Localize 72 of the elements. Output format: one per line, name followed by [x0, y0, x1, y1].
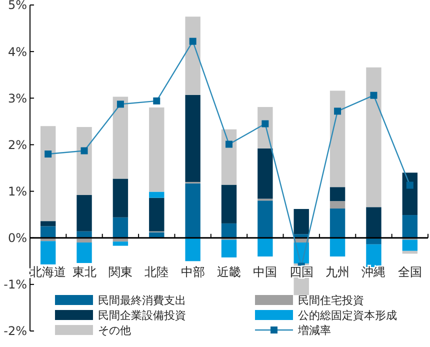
point: [189, 38, 196, 45]
bar: [40, 126, 56, 222]
x-tick-label: 全国: [398, 264, 422, 279]
bar: [330, 187, 346, 202]
bar: [258, 200, 273, 238]
y-tick-label: 5%: [8, 0, 27, 12]
y-tick-label: 1%: [8, 184, 27, 198]
bar: [76, 127, 92, 196]
legend-label: その他: [98, 324, 131, 337]
bar: [258, 148, 273, 199]
bar: [330, 208, 346, 238]
x-tick-label: 九州: [326, 264, 350, 279]
bar: [294, 208, 309, 234]
point: [262, 120, 269, 128]
point: [226, 140, 232, 148]
x-tick-label: 中国: [253, 264, 278, 279]
y-tick-label: 4%: [8, 44, 27, 59]
x-tick-label: 近畿: [217, 264, 241, 279]
bar: [185, 238, 200, 262]
bar: [221, 184, 237, 224]
bar: [221, 129, 237, 185]
bar: [185, 16, 200, 95]
point: [80, 147, 88, 154]
x-tick-label: 四国: [289, 264, 314, 279]
bar: [40, 241, 56, 264]
point: [153, 97, 160, 104]
legend-label: 民間住宅投資: [298, 294, 364, 307]
y-tick-label: 0%: [8, 231, 27, 246]
bar: [112, 242, 128, 246]
y-tick-label: -2%: [4, 324, 27, 338]
bar: [149, 107, 164, 192]
bar: [112, 178, 128, 218]
bar: [185, 183, 200, 238]
bar: [40, 226, 56, 238]
point: [116, 100, 124, 108]
bar: [221, 240, 237, 258]
y-tick-label: 3%: [8, 91, 27, 106]
bar: [402, 240, 418, 251]
bar: [221, 223, 237, 238]
bar: [402, 215, 418, 238]
bar: [40, 221, 56, 226]
bar: [330, 201, 346, 209]
x-tick-label: 東北: [72, 264, 96, 279]
legend-label: 増減率: [297, 324, 331, 337]
y-tick-label: -1%: [4, 278, 27, 292]
bar: [366, 207, 382, 238]
bar: [330, 90, 346, 188]
legend-label: 民間企業設備投資: [98, 308, 186, 322]
point: [334, 108, 342, 115]
bar: [258, 238, 273, 256]
x-tick-label: 北陸: [144, 264, 169, 279]
x-tick-label: 関東: [108, 264, 132, 279]
bar: [330, 238, 346, 256]
y-tick-label: 2%: [8, 138, 27, 152]
point: [44, 150, 52, 158]
bar: [76, 242, 92, 264]
bar: [112, 96, 128, 179]
point: [406, 182, 414, 189]
bar: [149, 192, 164, 198]
bar: [366, 67, 382, 208]
bar: [76, 195, 92, 232]
x-tick-label: 中部: [180, 264, 205, 279]
x-tick-label: 沖縄: [362, 264, 386, 279]
bar: [402, 172, 418, 216]
bar: [366, 244, 382, 268]
point: [370, 92, 378, 99]
bar: [366, 238, 382, 244]
legend-label: 民間最終消費支出: [98, 294, 186, 307]
bar: [112, 217, 128, 238]
bar: [149, 198, 164, 232]
legend-label: 公的総固定資本形成: [298, 308, 397, 322]
bar: [185, 94, 200, 182]
